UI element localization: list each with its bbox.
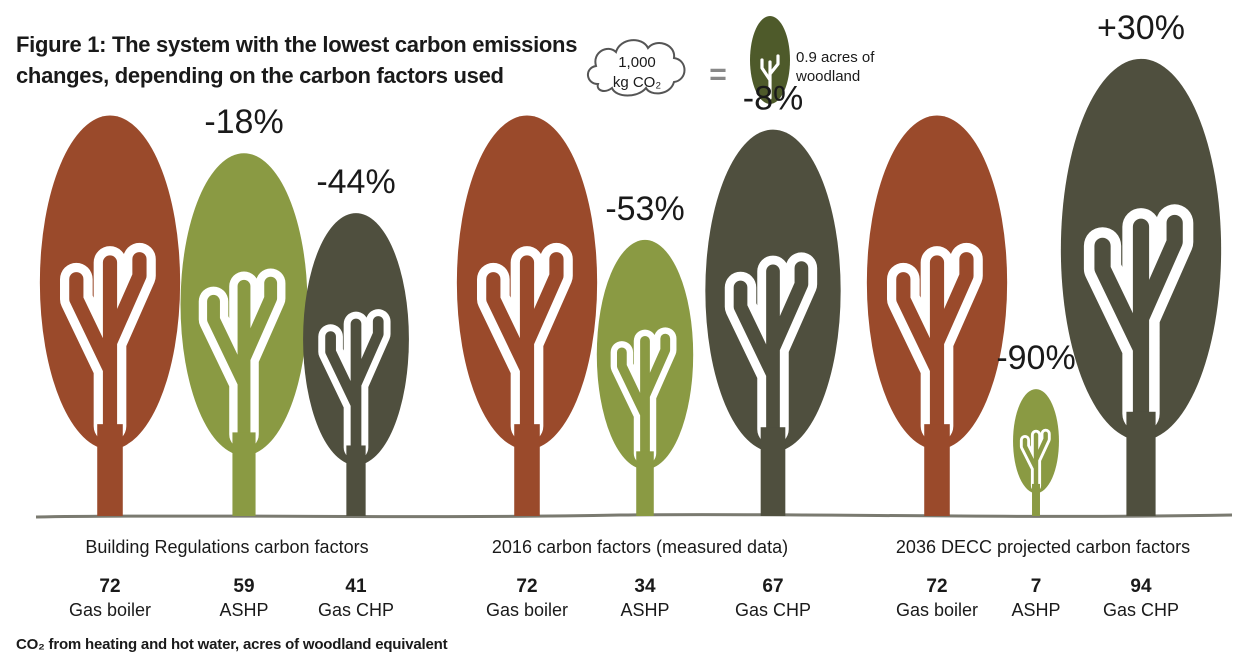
tree-2036-gas-boiler-branch-inner xyxy=(896,252,974,434)
tree-building-gas-boiler-branch-inner xyxy=(69,252,147,434)
tree-2016-gas-boiler-branch-inner xyxy=(486,252,564,434)
group-label-2: 2016 carbon factors (measured data) xyxy=(492,537,788,557)
tree-building-gas-chp-trunk xyxy=(346,445,366,516)
tree-2016-gas-chp xyxy=(705,129,841,516)
tree-2036-gas-boiler-trunk xyxy=(924,424,950,516)
tree-2036-gas-boiler-system: Gas boiler xyxy=(896,600,978,620)
tree-2036-ashp-change: -90% xyxy=(996,339,1075,377)
footnote: CO₂ from heating and hot water, acres of… xyxy=(16,636,448,653)
tree-building-gas-chp-change: -44% xyxy=(316,163,395,201)
tree-2016-ashp-branch-inner xyxy=(616,333,671,459)
tree-2036-gas-chp xyxy=(1060,58,1222,516)
tree-building-ashp-trunk xyxy=(232,432,256,516)
tree-2016-gas-chp-system: Gas CHP xyxy=(735,600,811,620)
tree-building-ashp-change: -18% xyxy=(204,103,283,141)
tree-building-gas-boiler-trunk xyxy=(97,424,123,516)
tree-building-gas-chp-system: Gas CHP xyxy=(318,600,394,620)
tree-2036-gas-chp-trunk xyxy=(1126,411,1156,516)
tree-2016-ashp xyxy=(596,239,694,516)
tree-building-ashp-branch-inner xyxy=(207,276,278,441)
tree-2036-gas-boiler xyxy=(866,115,1008,516)
tree-2036-gas-chp-branch-inner xyxy=(1094,214,1183,422)
tree-2016-ashp-change: -53% xyxy=(605,190,684,228)
chart-title: Figure 1: The system with the lowest car… xyxy=(16,32,578,88)
tree-2016-gas-chp-trunk xyxy=(760,427,786,516)
tree-2036-ashp-branch-inner xyxy=(1022,431,1048,489)
tree-building-ashp-value: 59 xyxy=(233,576,254,597)
tree-building-gas-boiler-system: Gas boiler xyxy=(69,600,151,620)
group-label-3: 2036 DECC projected carbon factors xyxy=(896,537,1190,557)
group-label-1: Building Regulations carbon factors xyxy=(85,537,368,557)
tree-2016-gas-chp-change: -8% xyxy=(743,80,803,118)
tree-2036-ashp-trunk xyxy=(1032,483,1040,516)
tree-2036-gas-chp-system: Gas CHP xyxy=(1103,600,1179,620)
tree-2016-gas-boiler-trunk xyxy=(514,424,540,516)
tree-2016-gas-boiler xyxy=(456,115,598,516)
tree-2016-gas-boiler-system: Gas boiler xyxy=(486,600,568,620)
tree-2036-ashp xyxy=(1013,389,1059,516)
tree-2016-gas-chp-branch-inner xyxy=(733,261,809,437)
tree-2036-ashp-system: ASHP xyxy=(1011,600,1060,620)
tree-2036-gas-chp-value: 94 xyxy=(1130,576,1152,597)
tree-building-gas-chp xyxy=(303,213,409,516)
tree-building-gas-chp-branch-inner xyxy=(325,316,384,453)
tree-2016-gas-chp-value: 67 xyxy=(762,576,783,597)
tree-building-gas-boiler-value: 72 xyxy=(99,576,120,597)
tree-2016-ashp-trunk xyxy=(636,451,654,516)
tree-2016-gas-boiler-value: 72 xyxy=(516,576,537,597)
ground-line xyxy=(35,513,1233,519)
tree-2036-gas-chp-change: +30% xyxy=(1097,9,1185,47)
tree-2036-gas-boiler-value: 72 xyxy=(926,576,947,597)
tree-building-gas-boiler xyxy=(39,115,181,516)
tree-2016-ashp-value: 34 xyxy=(634,576,656,597)
tree-building-ashp-system: ASHP xyxy=(219,600,268,620)
tree-building-ashp xyxy=(180,153,308,516)
tree-2036-ashp-value: 7 xyxy=(1031,576,1042,597)
tree-2016-ashp-system: ASHP xyxy=(620,600,669,620)
tree-building-gas-chp-value: 41 xyxy=(345,576,367,597)
